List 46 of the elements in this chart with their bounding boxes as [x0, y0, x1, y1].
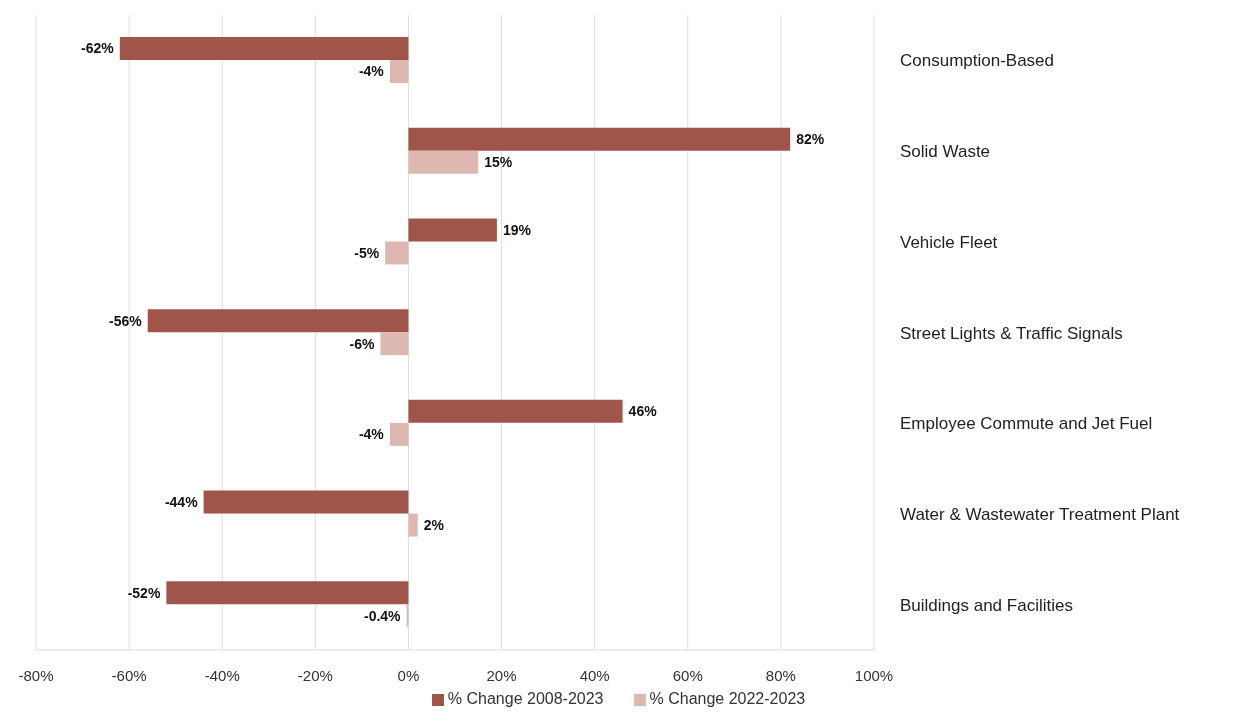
y-tick-label: Water & Wastewater Treatment Plant [900, 504, 1180, 524]
y-tick-label: Consumption-Based [900, 51, 1055, 71]
data-label: 46% [628, 403, 658, 420]
data-label: -52% [127, 584, 161, 601]
data-label: 15% [484, 154, 513, 171]
bar [408, 399, 623, 423]
x-tick-label: 40% [579, 666, 610, 684]
x-tick-label: 0% [397, 666, 420, 684]
x-tick-label: -80% [18, 666, 54, 684]
y-tick-label: Employee Commute and Jet Fuel [900, 414, 1153, 434]
y-tick-label: Street Lights & Traffic Signals [900, 323, 1123, 343]
y-tick-label: Solid Waste [900, 142, 991, 162]
data-label: -6% [349, 335, 376, 352]
data-label: -44% [164, 493, 199, 510]
bar [389, 60, 409, 83]
x-tick-label: -40% [204, 666, 240, 684]
bar [408, 218, 497, 242]
bar [408, 513, 418, 537]
data-label: -4% [358, 426, 385, 443]
data-label: -5% [354, 244, 380, 261]
data-label: -56% [109, 312, 143, 329]
bar [380, 332, 409, 356]
bar [408, 127, 791, 151]
data-label: -4% [358, 63, 385, 80]
data-label: 82% [796, 131, 825, 148]
bar [147, 309, 409, 333]
x-tick-label: 80% [765, 666, 796, 684]
y-tick-label: Buildings and Facilities [900, 595, 1073, 615]
bar [119, 37, 409, 60]
data-label: -62% [81, 40, 115, 57]
x-tick-label: 60% [672, 666, 703, 684]
data-label: -0.4% [364, 607, 402, 624]
bar [385, 241, 409, 265]
x-tick-label: 20% [486, 666, 517, 684]
bar [408, 150, 479, 174]
bar [166, 581, 409, 605]
x-tick-label: -60% [111, 666, 147, 684]
x-tick-label: 100% [854, 666, 894, 684]
y-tick-label: Vehicle Fleet [900, 232, 998, 252]
data-label: 2% [423, 516, 445, 533]
bar [389, 422, 409, 446]
data-label: 19% [502, 221, 532, 238]
legend-label: % Change 2022-2023 [649, 690, 806, 707]
x-tick-label: -20% [297, 666, 333, 684]
legend-label: % Change 2008-2023 [447, 690, 604, 707]
bar [203, 490, 409, 514]
